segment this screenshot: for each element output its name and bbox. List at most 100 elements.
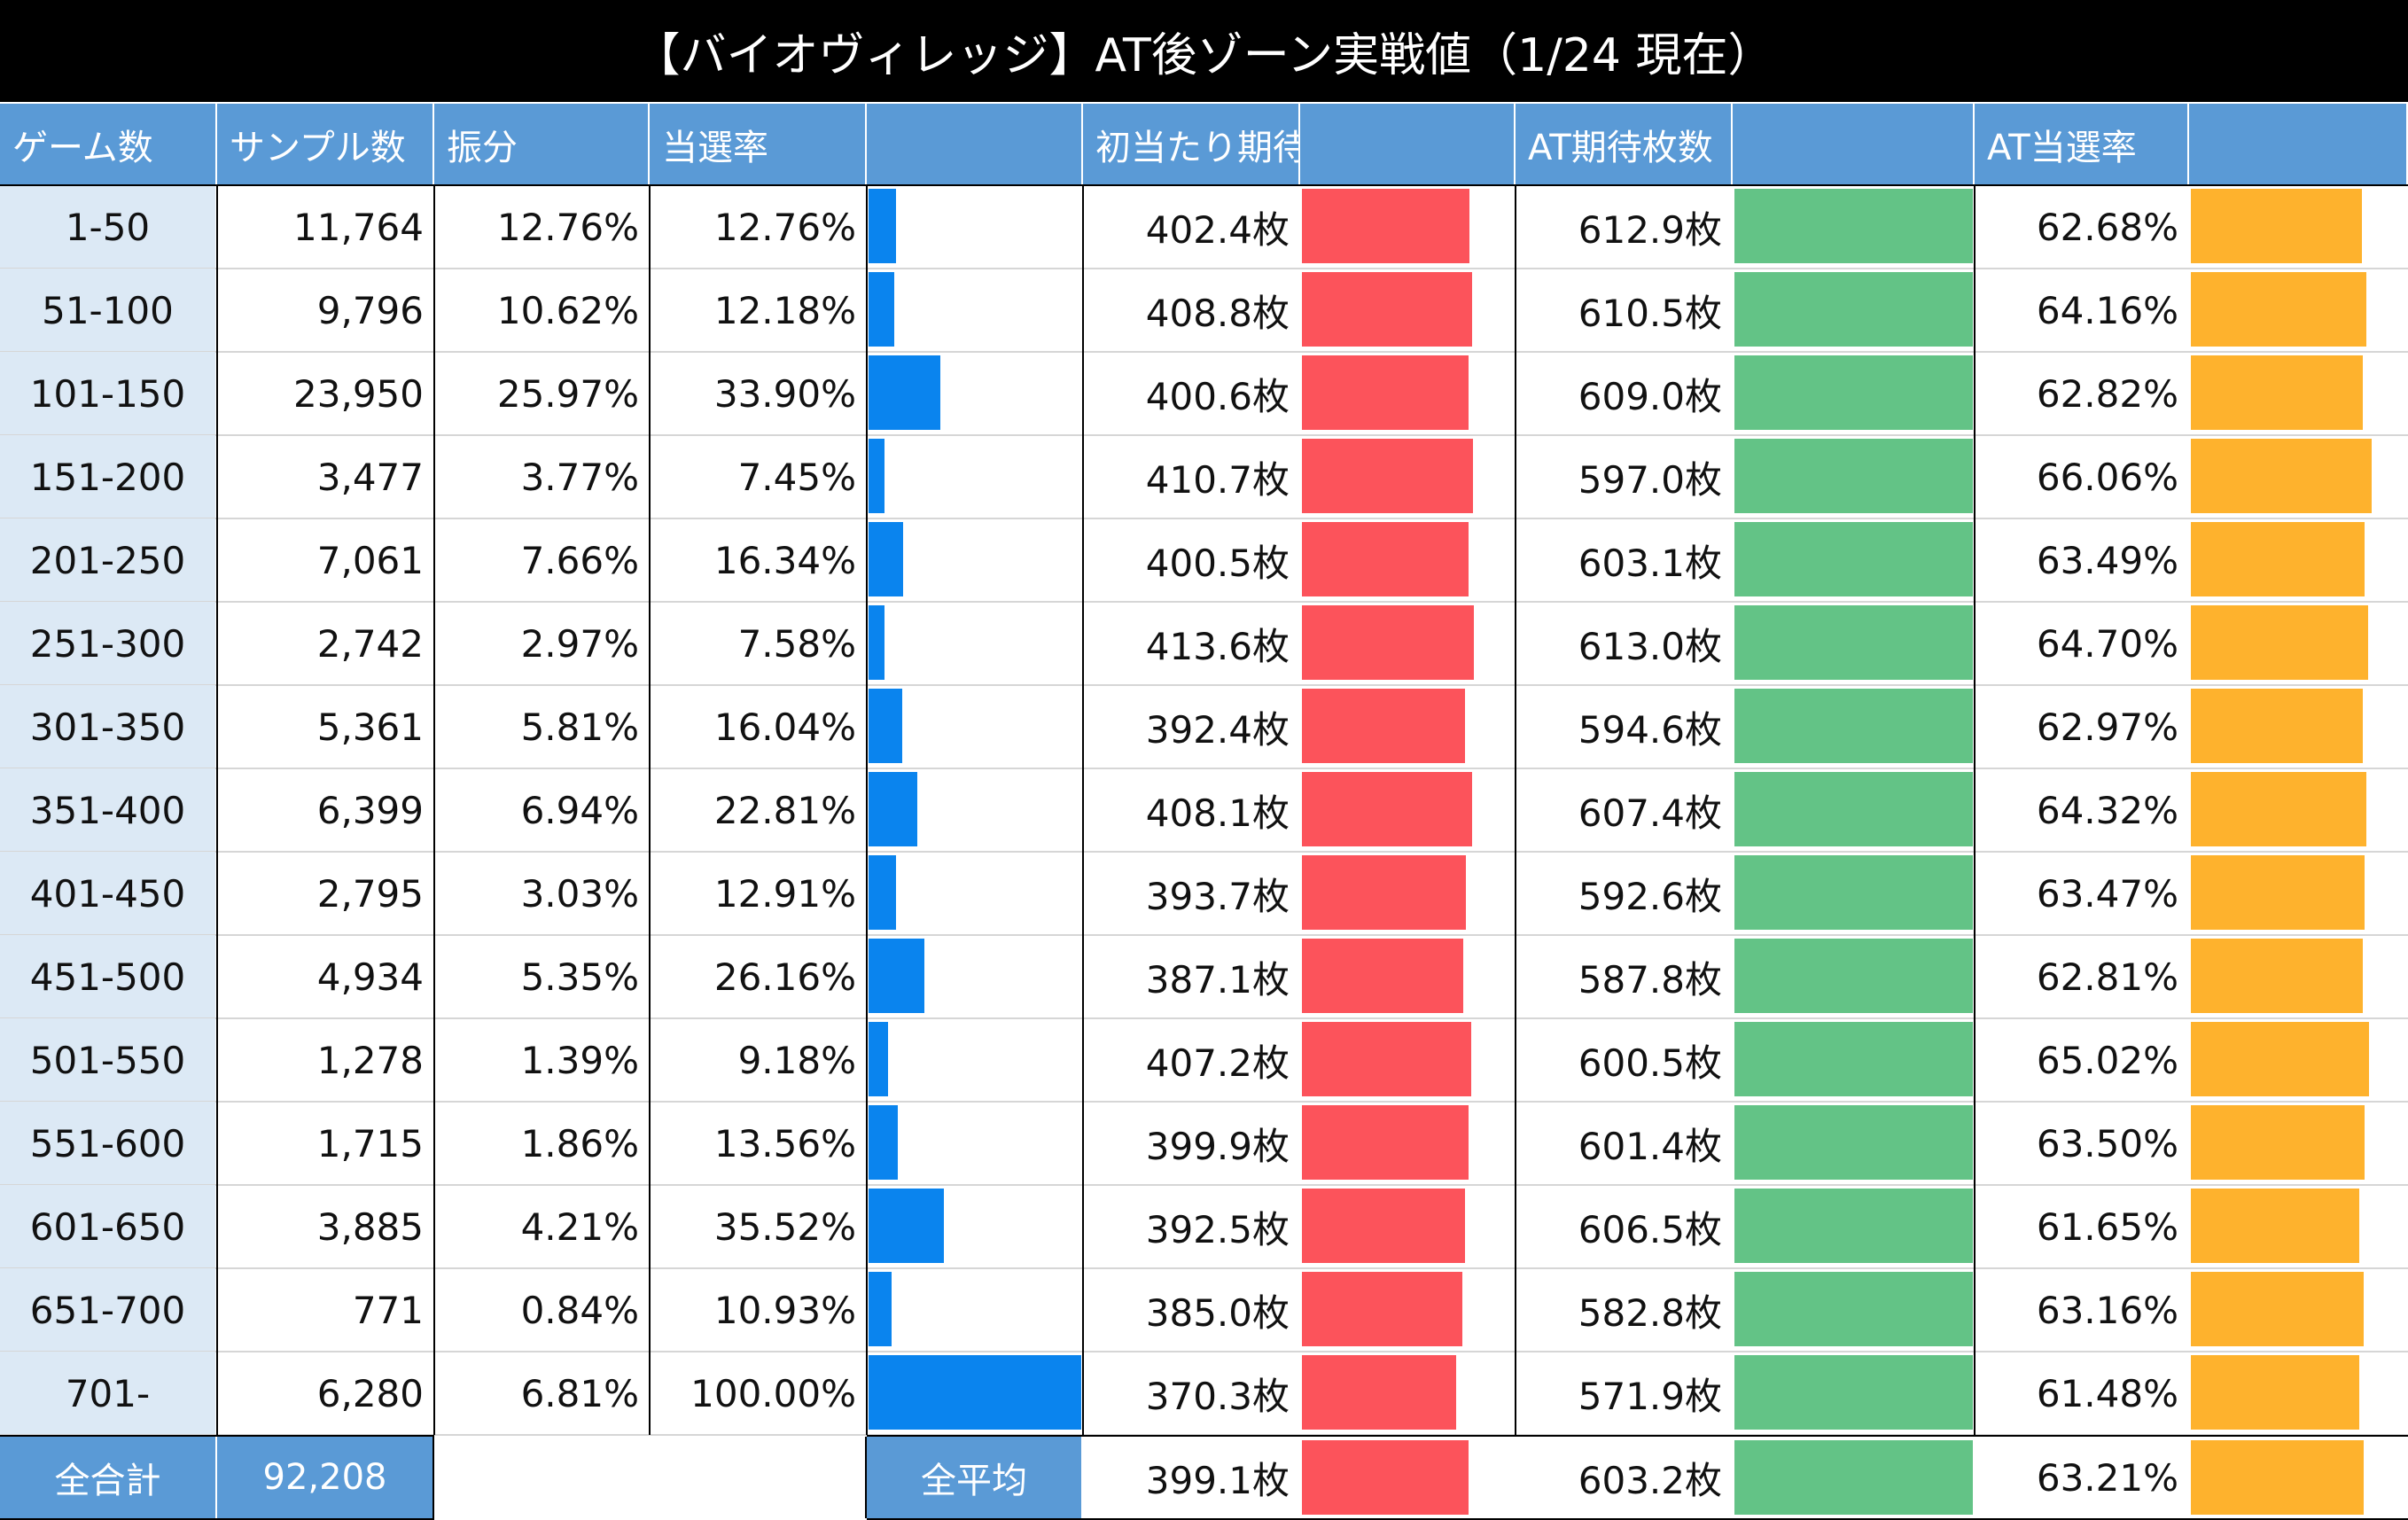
footer-border bbox=[867, 1518, 2408, 1520]
at-expected-bar bbox=[1734, 1105, 1973, 1180]
column-divider bbox=[1082, 185, 1084, 1435]
at-rate-cell: 62.81% bbox=[2036, 955, 2178, 999]
first-hit-bar bbox=[1302, 1189, 1466, 1263]
first-hit-bar bbox=[1302, 939, 1463, 1013]
at-rate-cell: 63.47% bbox=[2036, 871, 2178, 916]
at-expected-cell: 606.5枚 bbox=[1578, 1207, 1722, 1251]
row-divider bbox=[0, 1351, 2408, 1352]
at-rate-cell: 65.02% bbox=[2036, 1038, 2178, 1082]
first-hit-bar bbox=[1302, 689, 1466, 763]
share-cell: 5.35% bbox=[520, 955, 639, 999]
share-cell: 6.81% bbox=[520, 1371, 639, 1415]
column-divider bbox=[1974, 185, 1975, 1435]
column-header: 当選率 bbox=[650, 104, 865, 185]
at-rate-cell: 63.49% bbox=[2036, 538, 2178, 582]
row-divider bbox=[0, 268, 2408, 269]
rate-cell: 7.58% bbox=[737, 621, 856, 666]
at-rate-bar bbox=[2191, 1022, 2369, 1096]
at-rate-cell: 62.68% bbox=[2036, 205, 2178, 249]
avg-at-rate-bar bbox=[2191, 1440, 2364, 1515]
game-range-cell: 51-100 bbox=[0, 269, 215, 352]
samples-cell: 771 bbox=[352, 1288, 424, 1332]
first-hit-bar bbox=[1302, 772, 1472, 846]
column-header bbox=[2189, 104, 2406, 185]
rate-cell: 26.16% bbox=[713, 955, 856, 999]
at-expected-bar bbox=[1734, 1355, 1973, 1430]
at-rate-bar bbox=[2191, 522, 2365, 596]
first-hit-bar bbox=[1302, 355, 1469, 430]
first-hit-cell: 413.6枚 bbox=[1145, 624, 1290, 668]
row-divider bbox=[0, 518, 2408, 519]
samples-cell: 2,742 bbox=[316, 621, 424, 666]
game-range-cell: 101-150 bbox=[0, 352, 215, 435]
at-rate-bar bbox=[2191, 1355, 2359, 1430]
at-expected-cell: 592.6枚 bbox=[1578, 874, 1722, 918]
game-range-cell: 251-300 bbox=[0, 602, 215, 685]
column-divider bbox=[649, 185, 651, 1435]
share-cell: 1.86% bbox=[520, 1121, 639, 1165]
first-hit-bar bbox=[1302, 1105, 1469, 1180]
game-range-cell: 451-500 bbox=[0, 935, 215, 1018]
at-expected-cell: 612.9枚 bbox=[1578, 207, 1722, 252]
at-expected-cell: 613.0枚 bbox=[1578, 624, 1722, 668]
game-range-cell: 1-50 bbox=[0, 185, 215, 269]
game-range-cell: 301-350 bbox=[0, 685, 215, 768]
at-expected-bar bbox=[1734, 439, 1973, 513]
first-hit-bar bbox=[1302, 189, 1470, 263]
column-header: AT期待枚数 bbox=[1516, 104, 1731, 185]
at-rate-bar bbox=[2191, 605, 2368, 680]
avg-first-hit-bar bbox=[1302, 1440, 1469, 1515]
column-divider bbox=[866, 185, 868, 1435]
at-rate-cell: 61.65% bbox=[2036, 1204, 2178, 1249]
footer-border bbox=[433, 1437, 434, 1518]
samples-cell: 3,477 bbox=[316, 455, 424, 499]
first-hit-bar bbox=[1302, 1355, 1457, 1430]
column-header: サンプル数 bbox=[217, 104, 433, 185]
at-expected-cell: 600.5枚 bbox=[1578, 1041, 1722, 1085]
row-divider bbox=[0, 851, 2408, 853]
first-hit-bar bbox=[1302, 272, 1473, 347]
avg-at-expected-bar bbox=[1734, 1440, 1973, 1515]
at-rate-bar bbox=[2191, 1105, 2365, 1180]
at-rate-bar bbox=[2191, 1189, 2360, 1263]
at-rate-cell: 63.50% bbox=[2036, 1121, 2178, 1165]
samples-cell: 7,061 bbox=[316, 538, 424, 582]
rate-bar bbox=[869, 355, 941, 430]
samples-cell: 5,361 bbox=[316, 705, 424, 749]
footer-border bbox=[867, 1435, 2408, 1437]
at-expected-bar bbox=[1734, 522, 1973, 596]
at-rate-bar bbox=[2191, 772, 2367, 846]
share-cell: 5.81% bbox=[520, 705, 639, 749]
rate-cell: 16.34% bbox=[713, 538, 856, 582]
at-expected-cell: 603.1枚 bbox=[1578, 541, 1722, 585]
at-rate-bar bbox=[2191, 439, 2372, 513]
first-hit-cell: 400.5枚 bbox=[1145, 541, 1290, 585]
header-divider bbox=[0, 184, 2408, 186]
at-expected-cell: 609.0枚 bbox=[1578, 374, 1722, 418]
rate-bar bbox=[869, 1272, 892, 1346]
first-hit-bar bbox=[1302, 439, 1474, 513]
game-range-cell: 351-400 bbox=[0, 768, 215, 852]
at-rate-cell: 63.16% bbox=[2036, 1288, 2178, 1332]
at-rate-cell: 62.97% bbox=[2036, 705, 2178, 749]
at-expected-cell: 610.5枚 bbox=[1578, 291, 1722, 335]
column-header: 初当たり期待枚数 bbox=[1083, 104, 1379, 185]
first-hit-cell: 400.6枚 bbox=[1145, 374, 1290, 418]
at-rate-bar bbox=[2191, 689, 2364, 763]
rate-bar bbox=[869, 855, 896, 930]
at-expected-cell: 594.6枚 bbox=[1578, 707, 1722, 752]
column-header bbox=[1733, 104, 1973, 185]
rate-bar bbox=[869, 522, 904, 596]
at-expected-bar bbox=[1734, 355, 1973, 430]
at-expected-bar bbox=[1734, 772, 1973, 846]
at-rate-bar bbox=[2191, 1272, 2364, 1346]
row-divider bbox=[0, 601, 2408, 603]
game-range-cell: 401-450 bbox=[0, 852, 215, 935]
game-range-cell: 201-250 bbox=[0, 518, 215, 602]
at-expected-cell: 597.0枚 bbox=[1578, 457, 1722, 502]
row-divider bbox=[0, 684, 2408, 686]
first-hit-bar bbox=[1302, 605, 1475, 680]
first-hit-bar bbox=[1302, 1272, 1462, 1346]
game-range-cell: 151-200 bbox=[0, 435, 215, 518]
game-range-cell: 701- bbox=[0, 1352, 215, 1435]
